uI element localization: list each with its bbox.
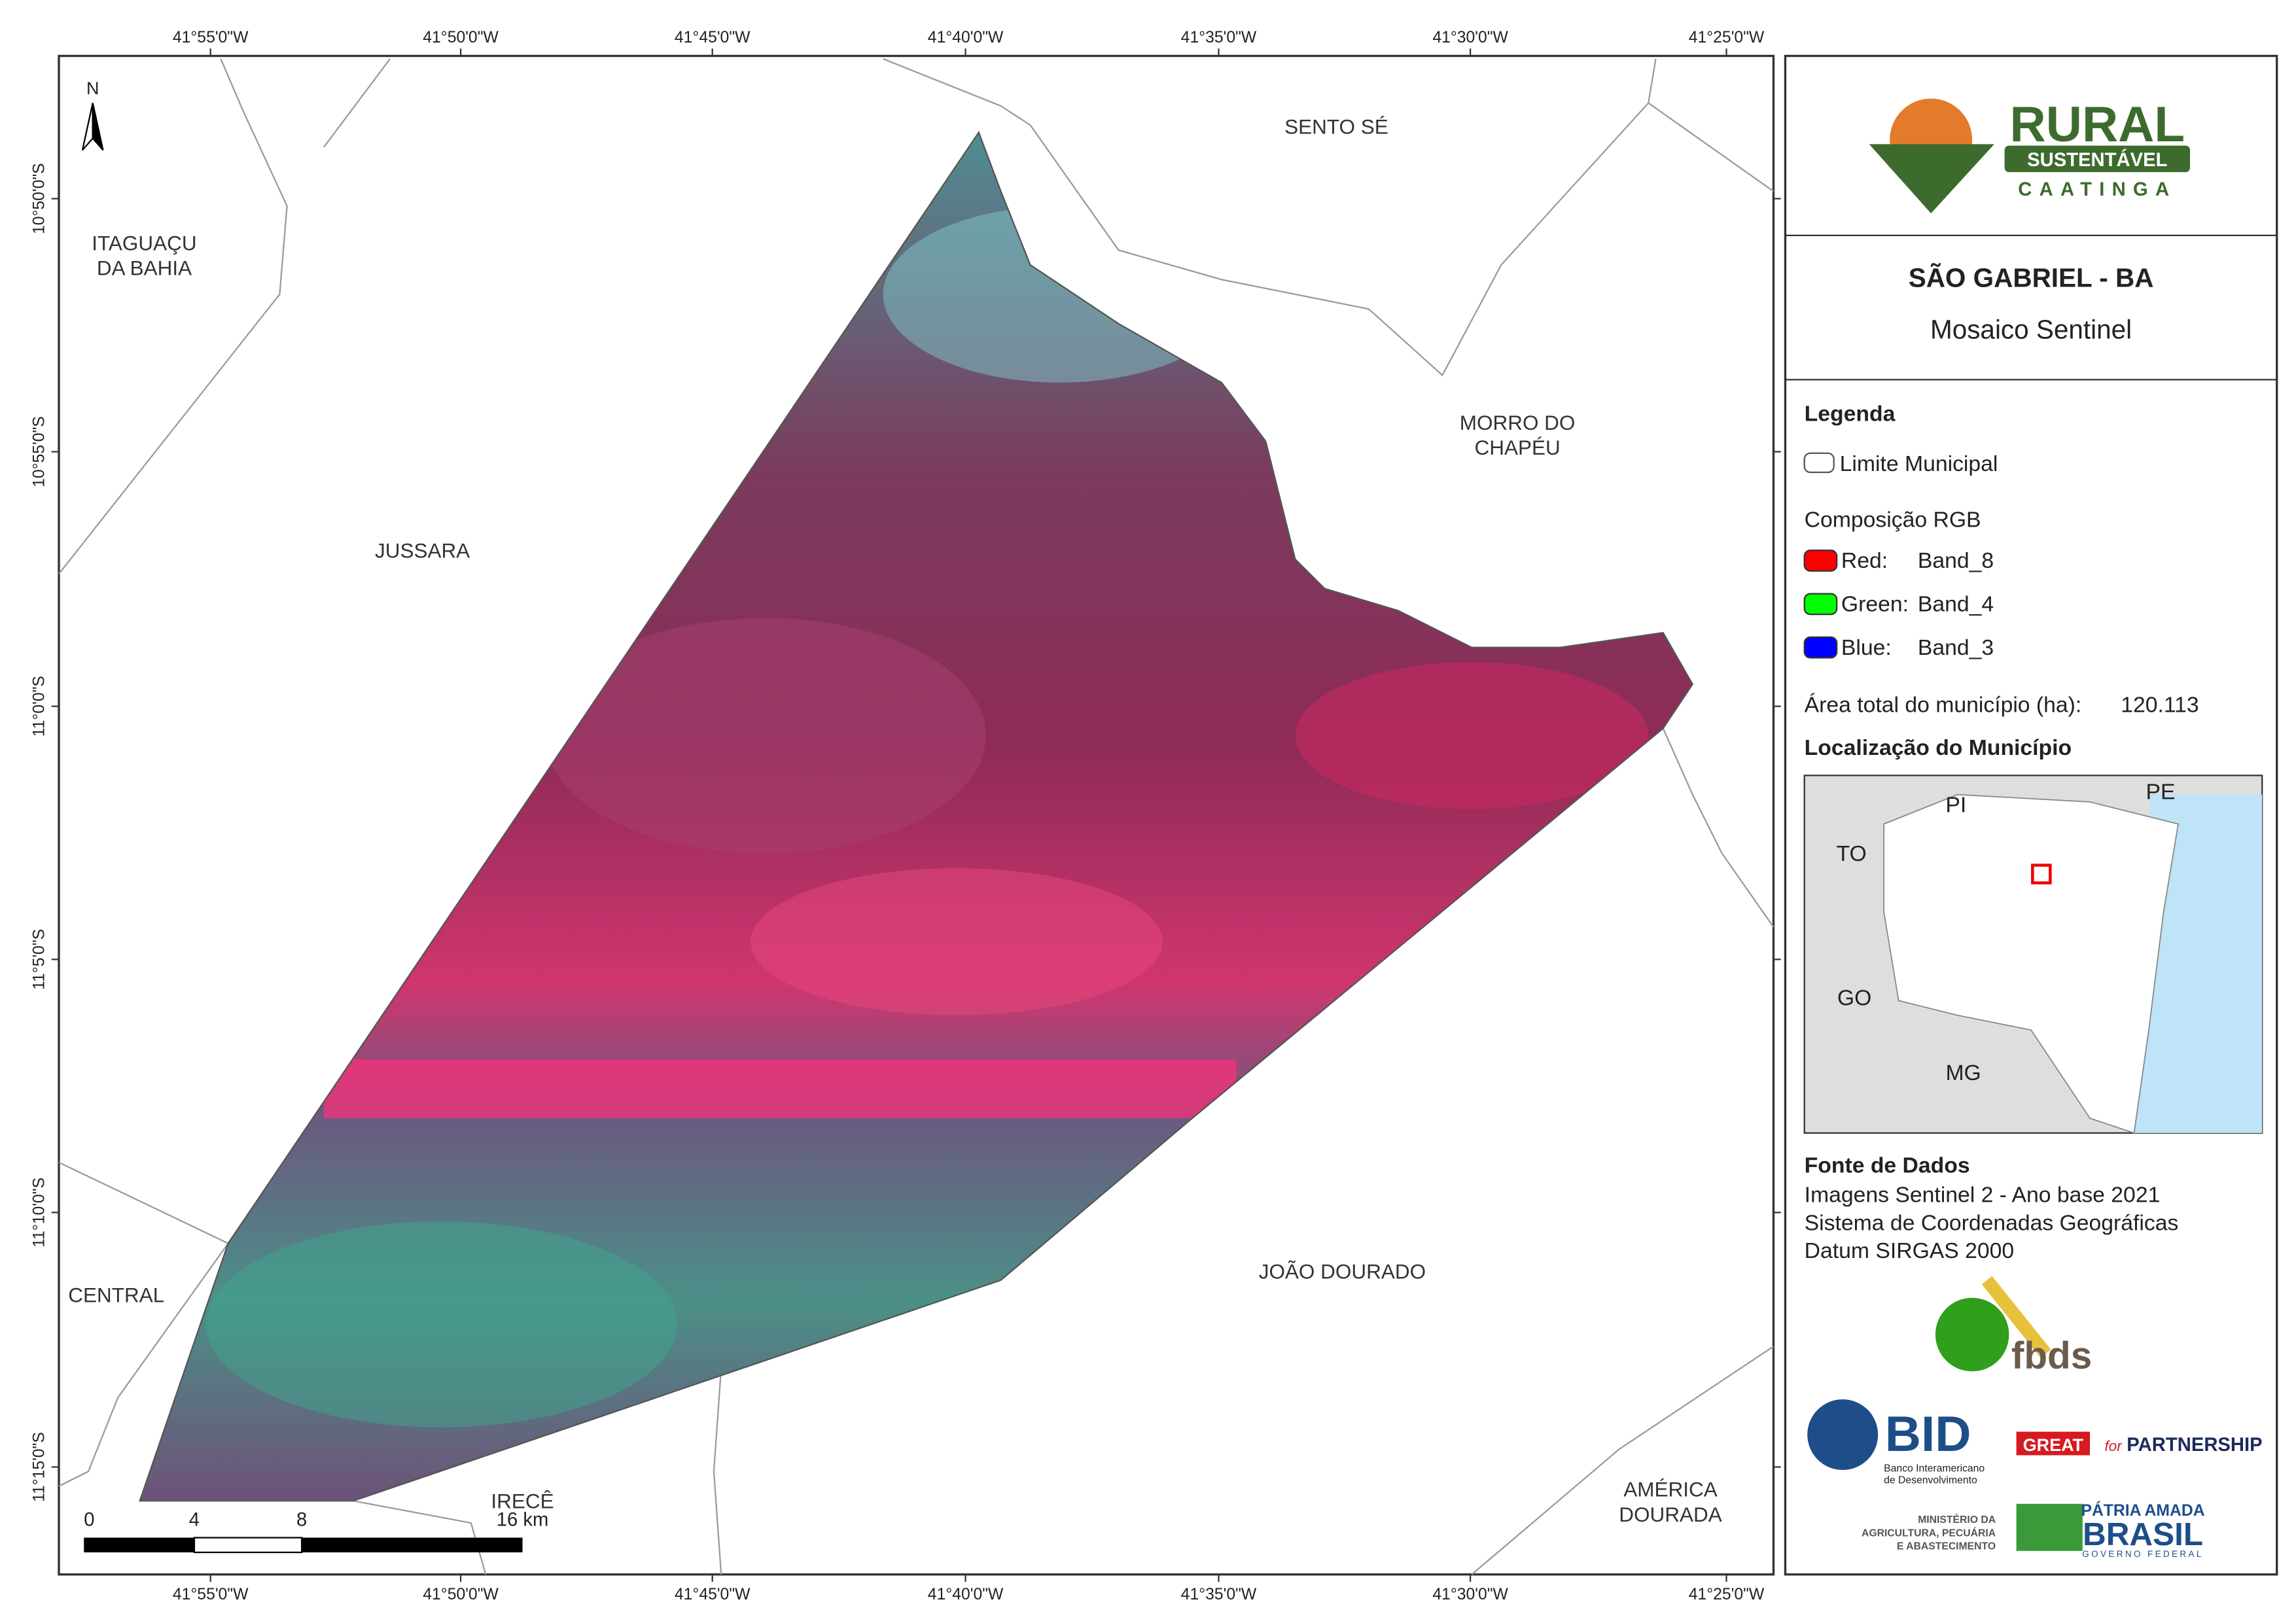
logo-sub: CAATINGA [2018, 179, 2176, 200]
legend-label: Green: [1841, 592, 1909, 617]
area-value: 120.113 [2121, 693, 2199, 718]
logo-ministry: AGRICULTURA, PECUÁRIA [1862, 1526, 1996, 1539]
legend-label: Band_4 [1918, 592, 1994, 617]
logos [1807, 1276, 2091, 1551]
inset-label: PI [1945, 793, 1966, 818]
lat-label: 11°5'0"S [31, 929, 48, 990]
legend-label: Limite Municipal [1840, 451, 1998, 476]
legend-swatch [1803, 636, 1838, 659]
lat-label: 11°15'0"S [31, 1432, 48, 1502]
source-line: Imagens Sentinel 2 - Ano base 2021 [1805, 1183, 2161, 1208]
logo-bid: BID [1885, 1406, 1971, 1462]
inset-label: GO [1837, 985, 1871, 1010]
lon-label-top: 41°50'0"W [423, 29, 499, 46]
logo-rural [1869, 98, 2191, 214]
legend-label: Red: [1841, 548, 1888, 573]
logo-ministry: E ABASTECIMENTO [1897, 1541, 1996, 1552]
logo-for: for [2105, 1438, 2123, 1454]
logo-title: RURAL [2010, 97, 2185, 152]
lon-label-top: 41°45'0"W [675, 29, 751, 46]
place-name: CENTRAL [68, 1283, 164, 1307]
legend-label: Band_3 [1918, 635, 1994, 660]
logo-bid-name: de Desenvolvimento [1884, 1475, 1977, 1486]
legend-swatch [1803, 452, 1835, 474]
legend-label: Blue: [1841, 635, 1892, 660]
legend-swatch [1803, 593, 1838, 616]
lon-label-top: 41°25'0"W [1689, 29, 1765, 46]
logo-partnership: PARTNERSHIP [2127, 1435, 2262, 1456]
logo-bid-name: Banco Interamericano [1884, 1463, 1985, 1474]
lon-label-top: 41°30'0"W [1432, 29, 1508, 46]
lat-label: 11°0'0"S [31, 676, 48, 737]
inset-label: MG [1945, 1060, 1981, 1085]
scale-label: 16 km [497, 1510, 549, 1531]
lon-label-bottom: 41°50'0"W [423, 1586, 499, 1603]
map-title: SÃO GABRIEL - BA [1909, 263, 2154, 293]
lon-label-top: 41°55'0"W [173, 29, 249, 46]
place-name: MORRO DO [1460, 411, 1576, 434]
inset-label: TO [1837, 841, 1867, 866]
place-name: SENTO SÉ [1284, 115, 1388, 139]
logo-fbds: fbds [2011, 1335, 2092, 1377]
logo-great: GREAT [2023, 1435, 2084, 1455]
lon-label-bottom: 41°35'0"W [1181, 1586, 1257, 1603]
lon-label-top: 41°40'0"W [928, 29, 1004, 46]
place-name: IRECÊ [491, 1490, 554, 1513]
scale-label: 8 [296, 1510, 307, 1531]
scale-bar [84, 1537, 523, 1554]
place-name: DA BAHIA [97, 256, 192, 280]
place-name: JOÃO DOURADO [1259, 1260, 1426, 1283]
lat-label: 11°10'0"S [31, 1178, 48, 1248]
lat-label: 10°50'0"S [31, 163, 48, 234]
lon-label-top: 41°35'0"W [1181, 29, 1257, 46]
map-subtitle: Mosaico Sentinel [1930, 314, 2132, 344]
inset-map [1803, 775, 2263, 1134]
logo-ministry: MINISTÉRIO DA [1918, 1513, 1996, 1526]
lon-label-bottom: 41°40'0"W [928, 1586, 1004, 1603]
logo-gov: GOVERNO FEDERAL [2082, 1549, 2203, 1559]
north-arrow [81, 103, 104, 151]
logo-band: SUSTENTÁVEL [2027, 148, 2167, 171]
scale-label: 0 [84, 1510, 94, 1531]
lon-label-bottom: 41°25'0"W [1689, 1586, 1765, 1603]
logo-brasil: BRASIL [2083, 1516, 2203, 1552]
logo-patria: PÁTRIA AMADA [2081, 1501, 2204, 1520]
source-line: Datum SIRGAS 2000 [1805, 1238, 2014, 1263]
lon-label-bottom: 41°55'0"W [173, 1586, 249, 1603]
location-title: Localização do Município [1805, 735, 2072, 760]
north-label: N [86, 79, 99, 98]
lat-label: 10°55'0"S [31, 416, 48, 487]
scale-label: 4 [189, 1510, 200, 1531]
place-name: DOURADA [1619, 1503, 1722, 1526]
legend-subtitle: Composição RGB [1805, 507, 1981, 532]
place-name: CHAPÉU [1474, 436, 1560, 459]
legend-label: Band_8 [1918, 548, 1994, 573]
lon-label-bottom: 41°45'0"W [675, 1586, 751, 1603]
place-name: JUSSARA [375, 538, 470, 562]
inset-label: PE [2146, 779, 2176, 804]
area-label: Área total do município (ha): [1805, 693, 2082, 718]
place-name: ITAGUAÇU [92, 231, 196, 254]
lon-label-bottom: 41°30'0"W [1432, 1586, 1508, 1603]
legend-title: Legenda [1805, 401, 1896, 426]
source-title: Fonte de Dados [1805, 1153, 1970, 1178]
place-name: AMÉRICA [1623, 1478, 1717, 1501]
municipal-boundaries [58, 58, 1775, 1575]
legend-swatch [1803, 550, 1838, 572]
source-line: Sistema de Coordenadas Geográficas [1805, 1210, 2179, 1235]
